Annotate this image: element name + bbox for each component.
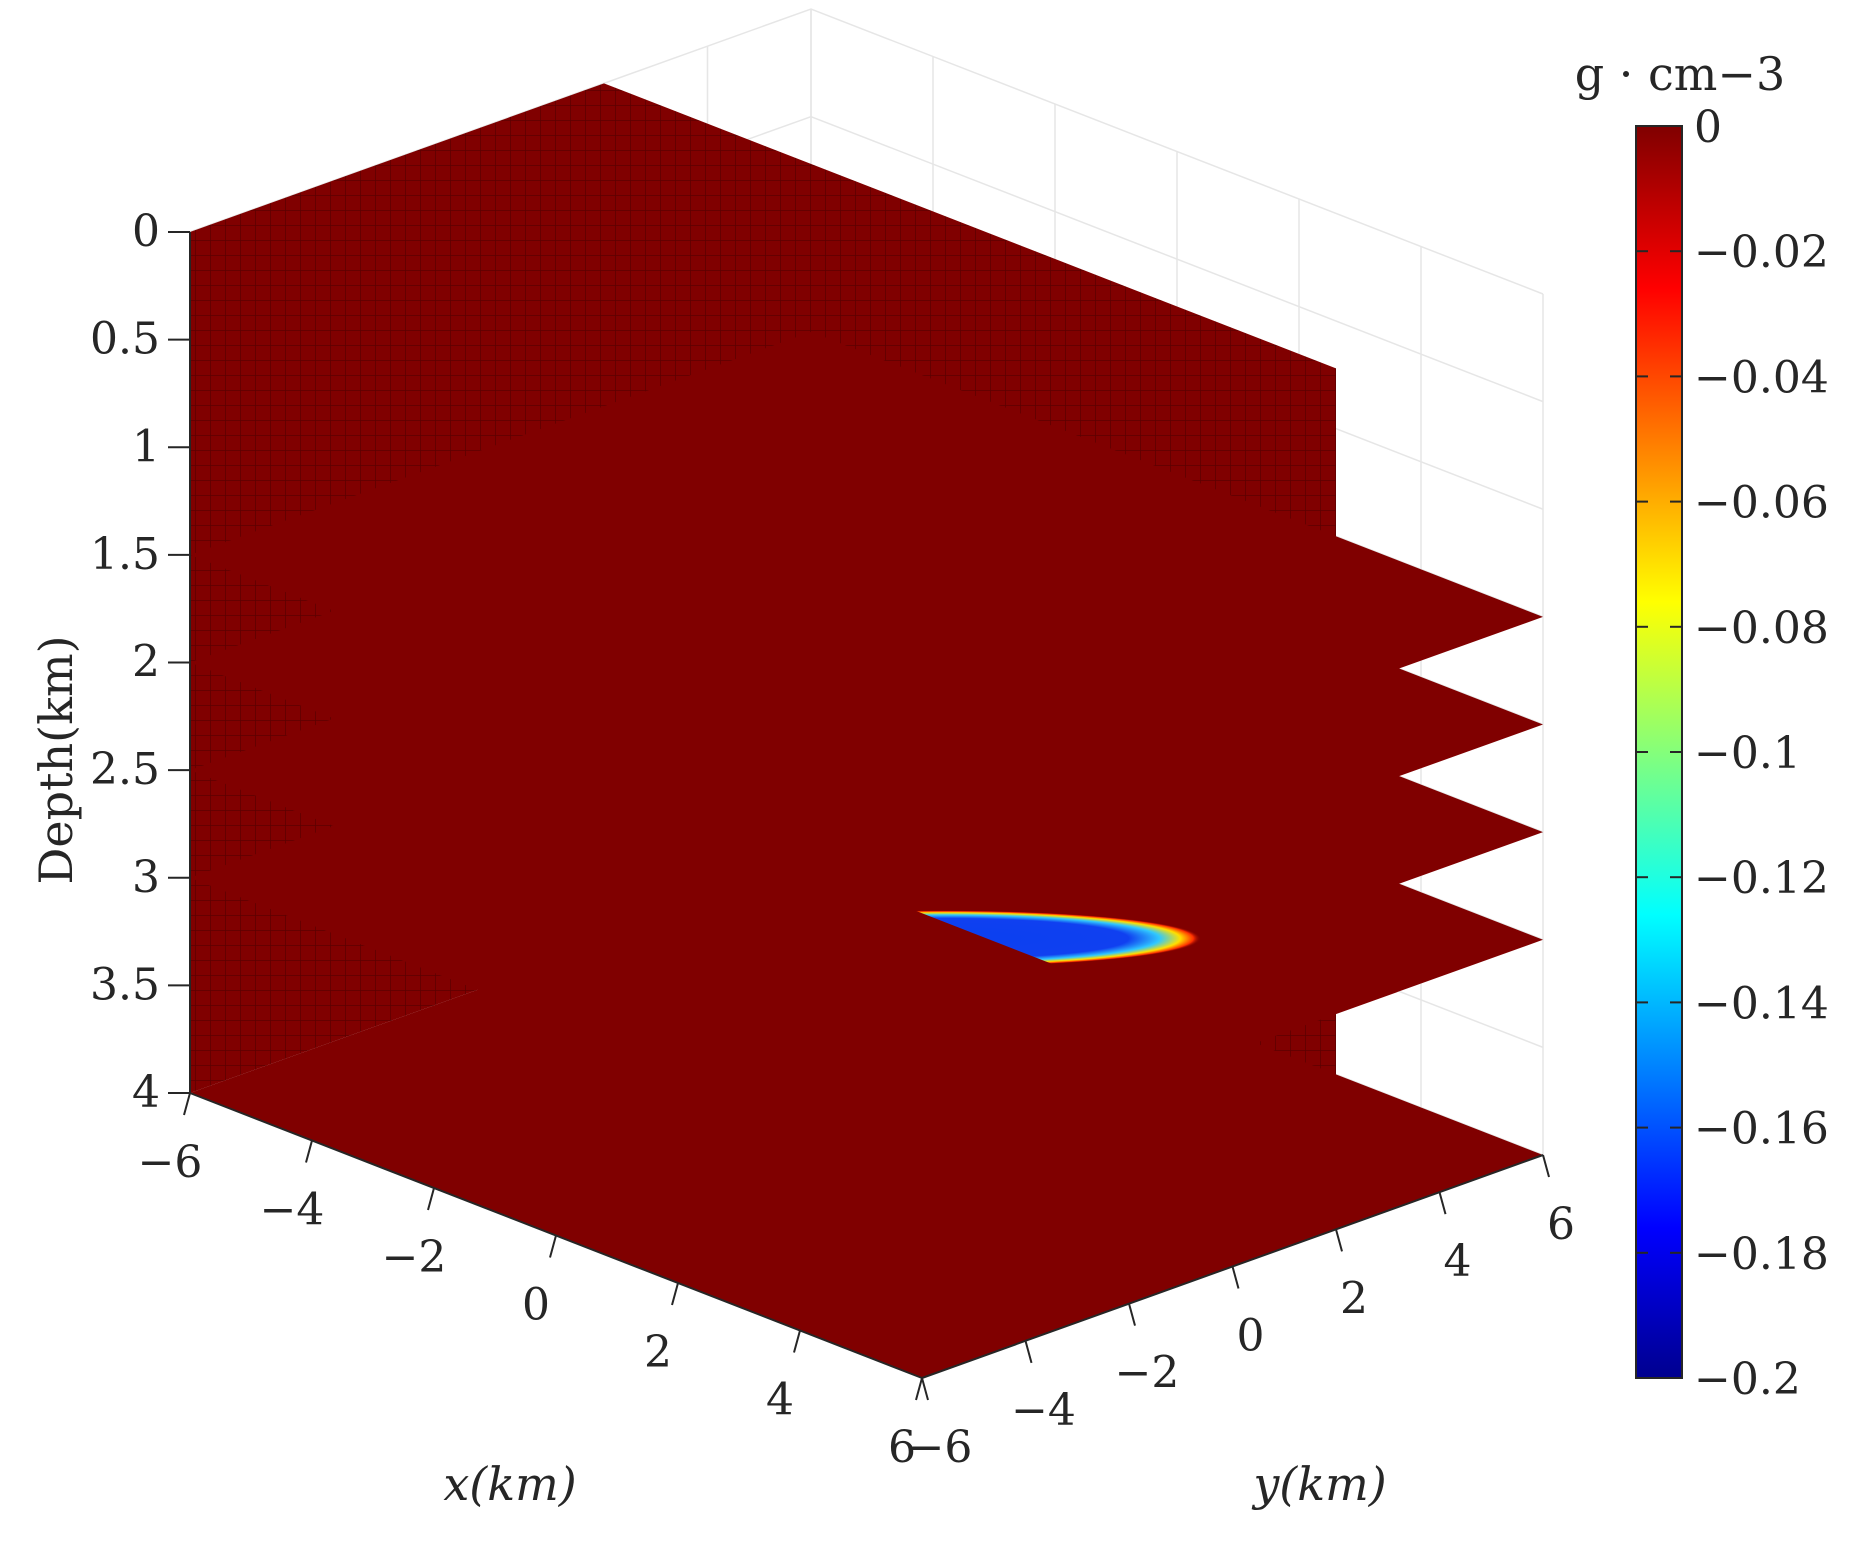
colorbar-tick-label: −0.2 bbox=[1694, 1354, 1801, 1405]
y-tick-label: 4 bbox=[1444, 1236, 1472, 1287]
colorbar-tick-label: −0.04 bbox=[1694, 352, 1829, 403]
colorbar-tick-label: −0.1 bbox=[1694, 728, 1801, 779]
x-tick bbox=[305, 1140, 313, 1163]
colorbar-label: g · cm−3 bbox=[1575, 47, 1786, 101]
colorbar-tick-label: −0.16 bbox=[1694, 1104, 1829, 1155]
y-tick bbox=[1438, 1191, 1447, 1215]
y-tick bbox=[921, 1377, 929, 1401]
y-tick-label: 0 bbox=[1237, 1311, 1265, 1362]
z-tick-label: 1.5 bbox=[90, 529, 160, 580]
z-tick-label: 1 bbox=[132, 421, 160, 472]
y-tick-label: 6 bbox=[1547, 1199, 1575, 1250]
x-tick bbox=[671, 1282, 679, 1306]
y-tick-label: −4 bbox=[1011, 1385, 1076, 1436]
x-tick-label: 4 bbox=[766, 1375, 794, 1426]
y-tick-label: 2 bbox=[1340, 1273, 1368, 1324]
x-tick bbox=[793, 1330, 801, 1353]
x-tick bbox=[427, 1187, 435, 1211]
y-tick bbox=[1024, 1340, 1033, 1364]
colorbar-ticks: 0 −0.02 −0.04 −0.06 −0.08 −0.1 −0.12 −0.14 −0.16… bbox=[1636, 102, 1829, 1405]
x-tick bbox=[549, 1235, 557, 1258]
y-tick-label: −2 bbox=[1115, 1348, 1180, 1399]
x-tick-label: 0 bbox=[522, 1280, 550, 1331]
z-tick-label: 2 bbox=[132, 637, 160, 688]
horizontal-slices bbox=[190, 331, 1543, 1378]
y-tick-label: −6 bbox=[908, 1422, 973, 1473]
y-tick bbox=[1542, 1154, 1550, 1178]
slice-plane-z bbox=[190, 870, 1543, 1378]
y-tick bbox=[1335, 1229, 1343, 1252]
z-tick-label: 0 bbox=[132, 206, 160, 257]
x-tick-label: −6 bbox=[138, 1137, 203, 1188]
colorbar: g · cm−3 0 −0.02 −0.04 −0.06 −0.08 −0.1 −0.12 −… bbox=[1575, 47, 1829, 1405]
y-tick bbox=[1231, 1266, 1240, 1289]
colorbar-tick-label: −0.18 bbox=[1694, 1229, 1829, 1280]
colorbar-tick-label: −0.12 bbox=[1694, 853, 1829, 904]
x-tick-label: −2 bbox=[382, 1232, 447, 1283]
colorbar-tick-label: −0.02 bbox=[1694, 227, 1829, 278]
z-tick-label: 3.5 bbox=[90, 959, 160, 1010]
z-axis-label: Depth(km) bbox=[29, 635, 83, 884]
x-tick-label: −4 bbox=[260, 1185, 325, 1236]
x-tick bbox=[183, 1092, 191, 1116]
colorbar-tick-label: −0.14 bbox=[1694, 978, 1829, 1029]
z-tick-label: 0.5 bbox=[90, 314, 160, 365]
z-tick-label: 4 bbox=[132, 1067, 160, 1118]
colorbar-tick-label: −0.06 bbox=[1694, 478, 1829, 529]
z-tick-label: 2.5 bbox=[90, 744, 160, 795]
z-tick-label: 3 bbox=[132, 852, 160, 903]
y-axis-label: y(km) bbox=[1251, 1457, 1386, 1511]
x-tick bbox=[915, 1377, 923, 1401]
y-tick bbox=[1128, 1303, 1136, 1326]
colorbar-tick-label: −0.08 bbox=[1694, 603, 1829, 654]
colorbar-tick-label: 0 bbox=[1694, 102, 1722, 153]
x-tick-label: 2 bbox=[644, 1327, 672, 1378]
x-tick-label: 6 bbox=[888, 1422, 916, 1473]
x-axis-label: x(km) bbox=[443, 1457, 576, 1511]
